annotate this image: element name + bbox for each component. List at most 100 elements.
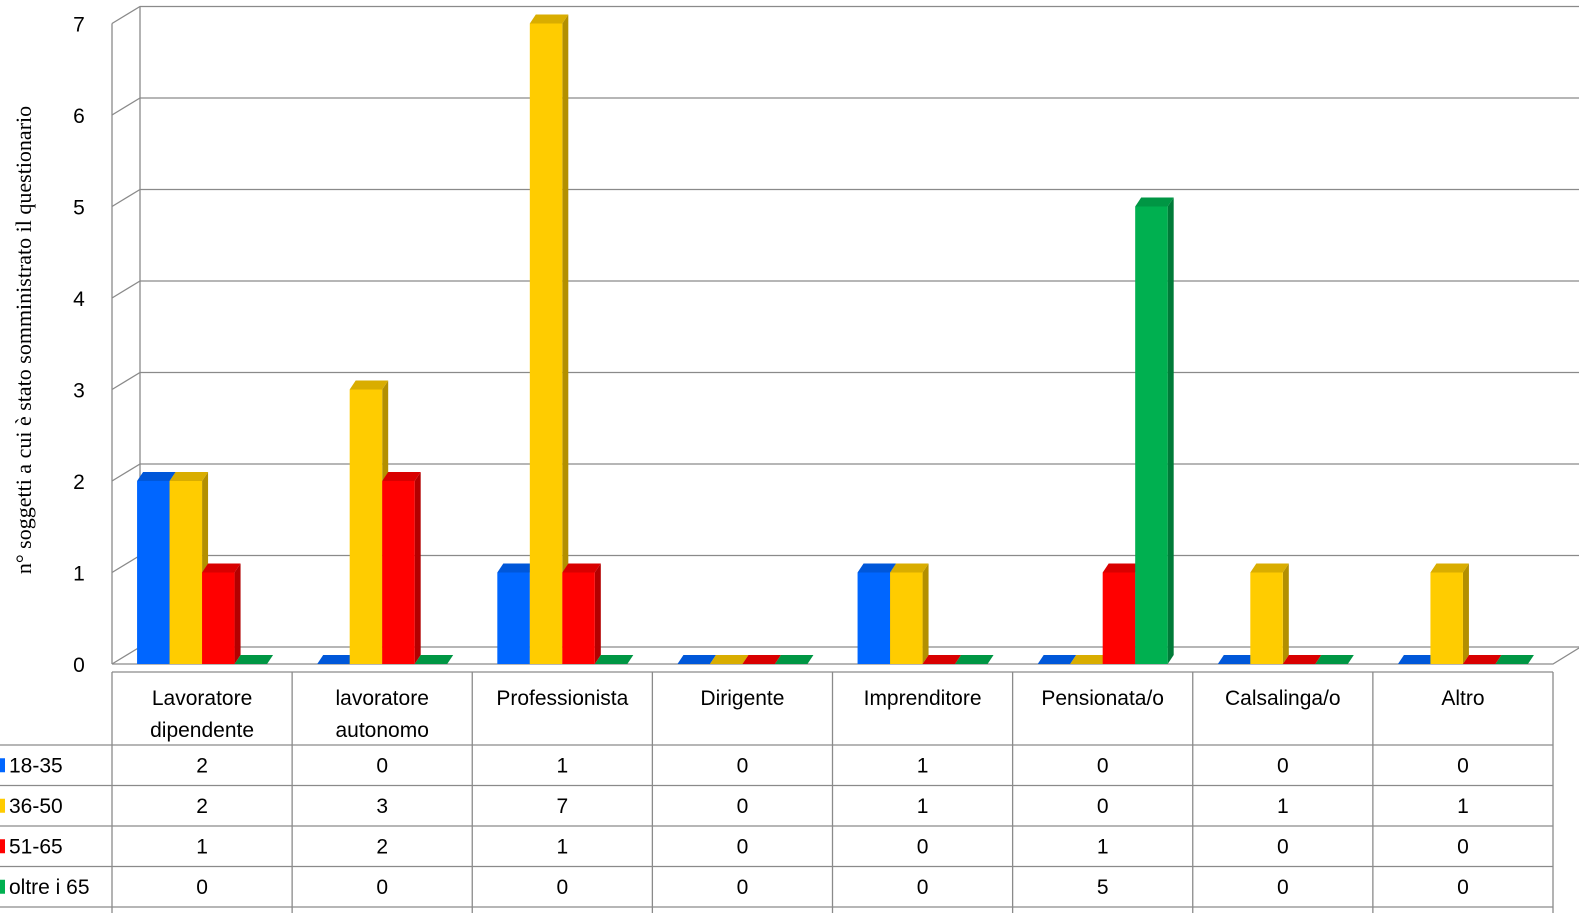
bar-front	[382, 481, 415, 664]
category-label: lavoratore	[335, 687, 428, 710]
bar-front	[1430, 572, 1463, 664]
bar	[677, 655, 716, 664]
bar-top	[234, 655, 274, 664]
bar	[922, 655, 962, 664]
data-label: 1	[1457, 795, 1469, 818]
y-tick-label: 0	[73, 654, 85, 677]
bar	[1250, 563, 1289, 664]
data-label: 1	[917, 754, 929, 777]
bar-top	[562, 563, 601, 573]
category-label: autonomo	[335, 719, 428, 742]
bar	[562, 563, 601, 664]
bar-top	[414, 655, 454, 664]
y-tick-label: 3	[73, 380, 85, 403]
bar	[1462, 655, 1502, 664]
bar-top	[317, 655, 356, 664]
bar	[857, 563, 897, 664]
bar	[1135, 197, 1174, 664]
data-label: 0	[917, 835, 929, 858]
bar-top	[955, 655, 994, 664]
data-label: 7	[556, 795, 568, 818]
data-label: 0	[737, 876, 749, 899]
bar-front	[202, 572, 235, 664]
bar	[1397, 655, 1437, 664]
gridline	[111, 5, 1579, 25]
gridlines	[111, 5, 1579, 665]
bar-top	[169, 472, 209, 481]
data-label: 0	[1457, 754, 1469, 777]
bar	[1495, 655, 1534, 664]
bar-top	[890, 563, 929, 573]
y-tick-label: 4	[73, 288, 85, 311]
bar	[709, 655, 749, 664]
bar-top	[1217, 655, 1257, 664]
bar	[414, 655, 454, 664]
data-label: 0	[376, 876, 388, 899]
bar	[1282, 655, 1322, 664]
legend-label: 36-50	[9, 795, 63, 818]
category-label: Dirigente	[700, 687, 784, 710]
category-label: dipendente	[150, 719, 254, 742]
bar-top	[709, 655, 749, 664]
bar-top	[137, 472, 176, 481]
legend-key	[0, 839, 5, 854]
bar	[1037, 655, 1077, 664]
bar	[234, 655, 274, 664]
data-label: 0	[1457, 835, 1469, 858]
bar-side	[1462, 563, 1469, 664]
bar-top	[382, 472, 421, 481]
bar-top	[1495, 655, 1534, 664]
data-label: 0	[556, 876, 568, 899]
y-tick-label: 1	[73, 563, 85, 586]
bar-side	[922, 563, 929, 664]
gridline	[111, 97, 1579, 116]
bar-side	[562, 14, 569, 664]
bar-top	[594, 655, 634, 664]
legend-label: oltre i 65	[9, 876, 90, 899]
y-tick-label: 7	[73, 14, 85, 37]
data-label: 3	[376, 795, 388, 818]
data-label: 1	[196, 835, 208, 858]
data-label: 1	[1097, 835, 1109, 858]
bar-front	[497, 572, 530, 664]
bar-side	[1167, 197, 1174, 664]
category-label: Calsalinga/o	[1225, 687, 1341, 710]
data-label: 0	[1277, 876, 1289, 899]
data-label: 0	[737, 754, 749, 777]
data-label: 0	[737, 795, 749, 818]
bar-top	[922, 655, 962, 664]
bar-top	[1315, 655, 1354, 664]
data-label: 0	[1277, 754, 1289, 777]
bar-top	[1397, 655, 1437, 664]
bar	[890, 563, 929, 664]
data-label: 2	[196, 754, 208, 777]
legend-key	[0, 798, 5, 813]
gridline	[111, 463, 1579, 482]
bar-side	[594, 563, 601, 664]
bar-front	[137, 481, 170, 664]
bar-front	[1102, 572, 1136, 664]
bar-front	[529, 23, 563, 664]
bar-front	[169, 481, 203, 664]
legend-label: 51-65	[9, 835, 63, 858]
gridline	[111, 188, 1579, 208]
data-label: 2	[376, 835, 388, 858]
bar	[202, 563, 241, 664]
data-label: 0	[1457, 876, 1469, 899]
data-label: 0	[1097, 754, 1109, 777]
bar-top	[774, 655, 814, 664]
bar-front	[857, 572, 891, 664]
bar-top	[677, 655, 716, 664]
bar	[382, 472, 421, 664]
bar-top	[529, 14, 569, 24]
bar	[594, 655, 634, 664]
bar	[317, 655, 356, 664]
data-label: 1	[556, 754, 568, 777]
category-label: Lavoratore	[152, 687, 252, 710]
bar-top	[1430, 563, 1469, 573]
data-label: 0	[917, 876, 929, 899]
data-label: 2	[196, 795, 208, 818]
data-label: 0	[1277, 835, 1289, 858]
bar-side	[1282, 563, 1289, 664]
